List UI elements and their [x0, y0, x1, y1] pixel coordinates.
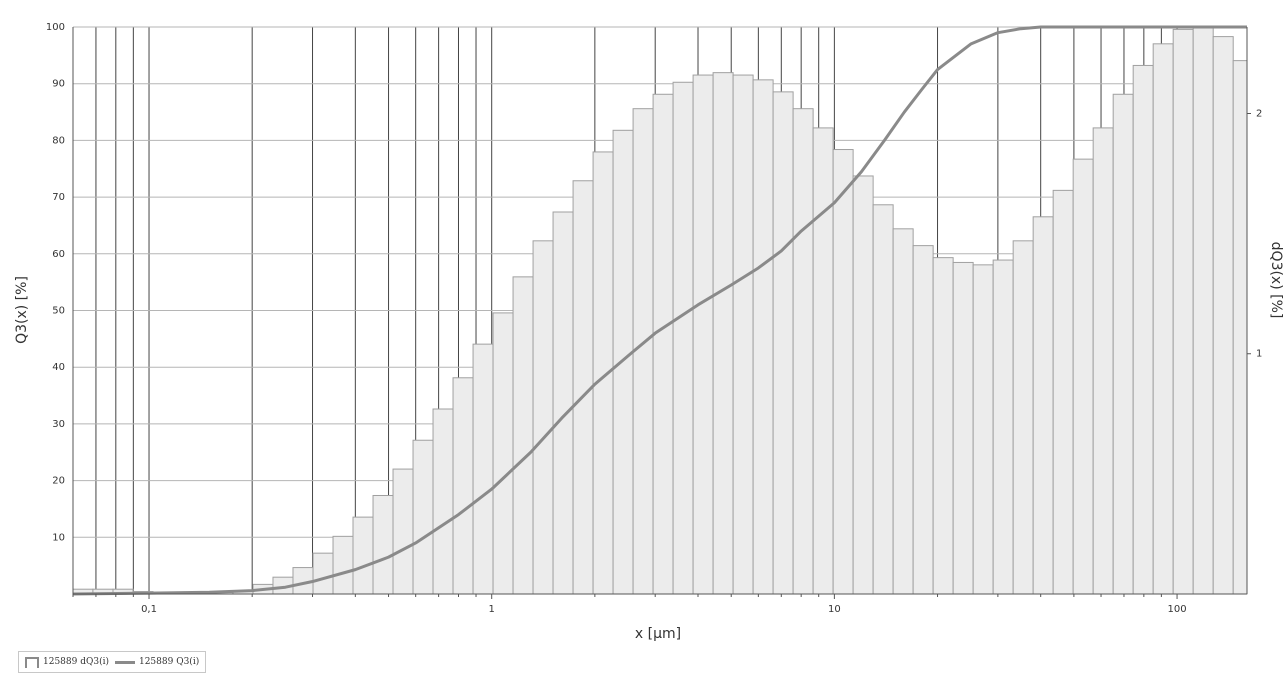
- histogram-bar: [872, 204, 894, 595]
- legend-label-curve: 125889 Q3(i): [138, 657, 200, 667]
- y-right-tick-label: 2: [1256, 108, 1262, 119]
- y-left-tick-label: 100: [46, 22, 65, 33]
- histogram-bar: [772, 91, 794, 595]
- cumulative-curve: [72, 25, 1247, 596]
- histogram-bar: [1192, 26, 1214, 595]
- y-left-tick-label: 10: [52, 532, 65, 543]
- histogram-bar: [532, 240, 554, 595]
- histogram-bar: [752, 79, 774, 595]
- x-tick-label: 10: [828, 604, 841, 615]
- chart-legend: 125889 dQ3(i) 125889 Q3(i): [18, 651, 207, 673]
- x-tick-label: 0,1: [141, 604, 157, 615]
- histogram-bar: [932, 257, 954, 595]
- histogram-bar: [1152, 43, 1174, 595]
- histogram-bar: [1132, 64, 1154, 595]
- histogram-bar: [992, 259, 1014, 595]
- histogram-bar: [1052, 189, 1074, 595]
- histogram-bar: [1092, 127, 1114, 595]
- histogram-bar: [412, 439, 434, 595]
- y-left-tick-label: 40: [52, 362, 65, 373]
- x-tick-label: 1: [489, 604, 495, 615]
- histogram-bars: [72, 26, 1248, 595]
- histogram-bar: [1232, 60, 1248, 595]
- histogram-bar: [912, 245, 934, 595]
- y-axis-left-title: Q3(x) [%]: [14, 276, 30, 344]
- histogram-bar: [452, 377, 474, 595]
- histogram-bar: [1112, 93, 1134, 595]
- x-axis-title: x [µm]: [635, 626, 681, 642]
- histogram-bar: [892, 228, 914, 595]
- histogram-bar: [792, 108, 814, 595]
- histogram-bar: [432, 408, 454, 595]
- histogram-bar: [972, 264, 994, 595]
- histogram-bar: [852, 175, 874, 595]
- legend-item-curve: 125889 Q3(i): [114, 657, 200, 667]
- histogram-bar: [812, 127, 834, 595]
- histogram-bar: [692, 74, 714, 595]
- histogram-bar: [832, 149, 854, 595]
- axes: [72, 27, 1251, 599]
- histogram-bar: [492, 312, 514, 595]
- legend-label-histogram: 125889 dQ3(i): [43, 657, 109, 667]
- legend-item-histogram: 125889 dQ3(i): [25, 656, 109, 668]
- histogram-bar: [372, 494, 394, 595]
- histogram-bar: [712, 72, 734, 595]
- histogram-bar: [732, 74, 754, 595]
- histogram-bar: [652, 93, 674, 595]
- histogram-bar: [952, 261, 974, 595]
- histogram-bar: [1212, 36, 1234, 595]
- histogram-bar: [1012, 240, 1034, 595]
- legend-swatch-curve: [114, 660, 135, 664]
- y-left-tick-label: 60: [52, 249, 65, 260]
- histogram-bar: [472, 343, 494, 595]
- histogram-bar: [312, 552, 334, 595]
- histogram-bar: [552, 211, 574, 595]
- histogram-bar: [1072, 158, 1094, 595]
- y-left-tick-label: 20: [52, 476, 65, 487]
- histogram-bar: [512, 276, 534, 595]
- y-axis-right-title: dQ3(x) [%]: [1268, 242, 1284, 319]
- y-left-tick-label: 70: [52, 192, 65, 203]
- histogram-bar: [1172, 28, 1194, 595]
- y-left-tick-label: 30: [52, 419, 65, 430]
- histogram-bar: [612, 129, 634, 595]
- histogram-bar: [332, 535, 354, 595]
- y-right-tick-label: 1: [1256, 349, 1262, 360]
- histogram-bar: [632, 108, 654, 595]
- histogram-bar: [392, 468, 414, 595]
- legend-swatch-histogram: [25, 656, 39, 668]
- cumulative-curve-layer: [72, 25, 1247, 596]
- y-left-tick-label: 50: [52, 306, 65, 317]
- histogram-bar: [672, 81, 694, 595]
- x-tick-label: 100: [1168, 604, 1187, 615]
- y-left-tick-label: 90: [52, 79, 65, 90]
- y-left-tick-label: 80: [52, 135, 65, 146]
- histogram-bar: [1032, 216, 1054, 595]
- histogram-bar: [352, 516, 374, 595]
- tick-labels: 0,1 1 10 100 10 20 30 40 50 60 70 80 90 100 1 2: [46, 22, 1262, 615]
